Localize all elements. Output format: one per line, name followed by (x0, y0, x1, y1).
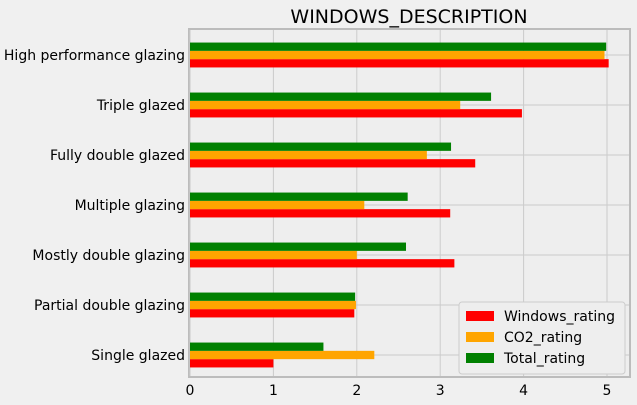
y-tick-label: Triple glazed (96, 98, 185, 114)
bar-total-rating-1 (190, 292, 356, 301)
bars-group (190, 42, 609, 368)
x-tick-label: 1 (269, 383, 278, 399)
bar-total-rating-6 (190, 42, 607, 51)
legend-label-0: Windows_rating (504, 309, 615, 325)
x-tick-label: 2 (352, 383, 361, 399)
y-tick-label: Partial double glazing (34, 298, 185, 314)
legend-swatch-1 (466, 332, 494, 342)
bar-total-rating-4 (190, 142, 452, 151)
y-tick-label: Single glazed (91, 348, 185, 364)
chart-title: WINDOWS_DESCRIPTION (290, 6, 527, 28)
legend-swatch-0 (466, 311, 494, 321)
bar-co2-rating-5 (190, 100, 461, 110)
y-tick-label: Mostly double glazing (32, 248, 185, 264)
y-tick-label: High performance glazing (4, 48, 185, 64)
bar-co2-rating-0 (190, 350, 375, 360)
bar-windows-rating-2 (190, 259, 455, 268)
x-axis-ticks: 0 1 2 3 4 5 (186, 383, 612, 399)
bar-windows-rating-4 (190, 159, 476, 168)
bar-total-rating-2 (190, 242, 407, 251)
legend-label-2: Total_rating (503, 351, 585, 367)
y-tick-label: Multiple glazing (75, 198, 185, 214)
x-tick-label: 3 (436, 383, 445, 399)
bar-windows-rating-0 (190, 359, 274, 368)
bar-co2-rating-4 (190, 150, 427, 160)
bar-total-rating-0 (190, 342, 324, 351)
x-tick-label: 4 (519, 383, 528, 399)
bar-total-rating-5 (190, 92, 492, 101)
bar-co2-rating-2 (190, 250, 357, 260)
legend: Windows_rating CO2_rating Total_rating (458, 301, 626, 375)
bar-windows-rating-1 (190, 309, 355, 318)
legend-label-1: CO2_rating (504, 330, 582, 346)
bar-co2-rating-6 (190, 50, 605, 60)
bar-co2-rating-1 (190, 300, 356, 310)
x-tick-label: 0 (186, 383, 195, 399)
legend-swatch-2 (466, 353, 494, 363)
bar-windows-rating-6 (190, 59, 609, 68)
y-axis-ticks: Single glazed Partial double glazing Mostl… (4, 48, 185, 364)
bar-windows-rating-5 (190, 109, 522, 118)
bar-windows-rating-3 (190, 209, 451, 218)
y-tick-label: Fully double glazed (50, 148, 185, 164)
bar-total-rating-3 (190, 192, 408, 201)
legend-box (458, 301, 626, 375)
bar-co2-rating-3 (190, 200, 365, 210)
x-tick-label: 5 (603, 383, 612, 399)
